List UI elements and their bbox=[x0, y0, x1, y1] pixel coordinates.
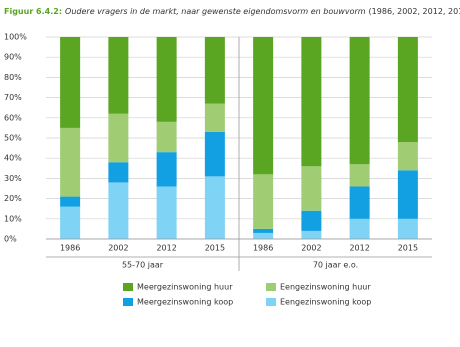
bar-segment bbox=[156, 37, 177, 122]
x-tick-label: 1986 bbox=[253, 244, 273, 253]
y-tick-label: 90% bbox=[4, 53, 22, 62]
y-tick-label: 20% bbox=[4, 194, 22, 203]
bar-segment bbox=[156, 186, 177, 239]
bar-segment bbox=[397, 218, 418, 239]
bar-segment bbox=[253, 174, 274, 229]
bar-segment bbox=[108, 113, 129, 163]
title-years: (1986, 2002, 2012, 2015) bbox=[369, 7, 460, 16]
bar-segment bbox=[108, 37, 129, 114]
y-tick-label: 70% bbox=[4, 93, 22, 102]
bar-segment bbox=[156, 152, 177, 187]
bar-segment bbox=[301, 37, 322, 167]
y-tick-label: 40% bbox=[4, 154, 22, 163]
title-label: Figuur 6.4.2: bbox=[4, 7, 62, 16]
bar-segment bbox=[349, 218, 370, 239]
bar-segment bbox=[60, 206, 81, 239]
bar-segment bbox=[397, 142, 418, 171]
bar-segment bbox=[349, 164, 370, 187]
legend-label: Meergezinswoning huur bbox=[137, 283, 233, 292]
bar-segment bbox=[253, 228, 274, 233]
bar-segment bbox=[60, 196, 81, 207]
legend-swatch bbox=[123, 298, 133, 306]
bar-segment bbox=[204, 176, 225, 239]
x-tick-label: 1986 bbox=[60, 244, 80, 253]
legend-label: Meergezinswoning koop bbox=[137, 298, 233, 307]
bar-segment bbox=[156, 121, 177, 153]
y-tick-label: 50% bbox=[4, 134, 22, 143]
y-tick-label: 0% bbox=[4, 235, 17, 244]
bar-segment bbox=[397, 37, 418, 143]
x-tick-label: 2015 bbox=[205, 244, 225, 253]
legend-swatch bbox=[266, 298, 276, 306]
chart-title: Figuur 6.4.2: Oudere vragers in de markt,… bbox=[4, 7, 460, 16]
bar-segment bbox=[60, 37, 81, 128]
y-tick-label: 80% bbox=[4, 73, 22, 82]
bar-segment bbox=[301, 210, 322, 231]
group-label: 55-70 jaar bbox=[122, 261, 164, 270]
legend-swatch bbox=[123, 283, 133, 291]
bar-segment bbox=[204, 103, 225, 132]
legend-label: Eengezinswoning huur bbox=[280, 283, 371, 292]
x-tick-label: 2002 bbox=[108, 244, 128, 253]
group-label: 70 jaar e.o. bbox=[313, 261, 358, 270]
bar-segment bbox=[253, 232, 274, 239]
bar-segment bbox=[349, 37, 370, 165]
bar-segment bbox=[349, 186, 370, 219]
title-text: Oudere vragers in de markt, naar gewenst… bbox=[65, 7, 366, 16]
y-tick-label: 100% bbox=[4, 33, 27, 42]
bar-segment bbox=[301, 230, 322, 239]
bar-segment bbox=[204, 131, 225, 177]
bar-segment bbox=[397, 170, 418, 219]
bar-segment bbox=[301, 166, 322, 211]
x-tick-label: 2012 bbox=[156, 244, 176, 253]
y-tick-label: 60% bbox=[4, 113, 22, 122]
x-tick-label: 2015 bbox=[398, 244, 418, 253]
legend-label: Eengezinswoning koop bbox=[280, 298, 371, 307]
legend-swatch bbox=[266, 283, 276, 291]
bar-segment bbox=[60, 127, 81, 197]
bar-segment bbox=[108, 162, 129, 183]
bar-segment bbox=[253, 37, 274, 175]
y-tick-label: 10% bbox=[4, 214, 22, 223]
x-tick-label: 2012 bbox=[349, 244, 369, 253]
bar-segment bbox=[108, 182, 129, 239]
bar-segment bbox=[204, 37, 225, 104]
x-tick-label: 2002 bbox=[301, 244, 321, 253]
y-tick-label: 30% bbox=[4, 174, 22, 183]
